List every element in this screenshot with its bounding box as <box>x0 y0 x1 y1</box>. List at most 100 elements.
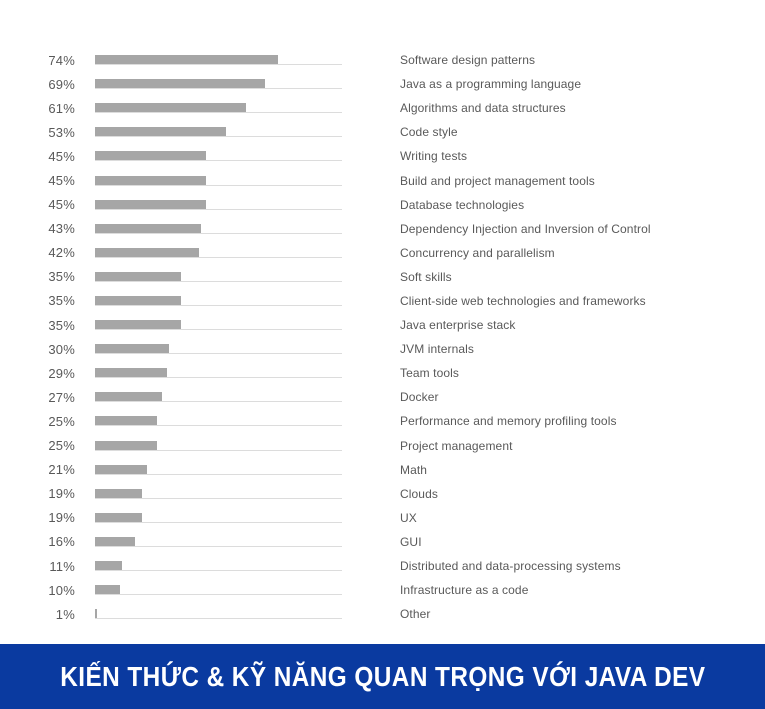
bar-track <box>95 247 342 258</box>
percent-label: 35% <box>48 317 75 333</box>
category-label: JVM internals <box>400 342 474 357</box>
category-label: Distributed and data-processing systems <box>400 559 621 574</box>
bar <box>95 127 226 137</box>
percent-label: 1% <box>55 606 75 622</box>
category-label: Soft skills <box>400 269 452 284</box>
percent-label: 10% <box>48 582 75 598</box>
chart-row: 30% JVM internals <box>0 337 765 361</box>
chart-row: 19% UX <box>0 506 765 530</box>
percent-label: 53% <box>48 124 75 140</box>
chart-row: 45% Build and project management tools <box>0 168 765 192</box>
bar <box>95 103 246 113</box>
chart-row: 25% Performance and memory profiling too… <box>0 409 765 433</box>
chart-row: 45% Writing tests <box>0 144 765 168</box>
category-label: Math <box>400 462 428 477</box>
title-banner: KIẾN THỨC & KỸ NĂNG QUAN TRỌNG VỚI JAVA … <box>0 644 765 709</box>
bar-track <box>95 55 342 66</box>
category-label: Code style <box>400 125 458 140</box>
bar <box>95 440 157 450</box>
bar <box>95 79 266 89</box>
chart-row: 35% Java enterprise stack <box>0 313 765 337</box>
bar-track <box>95 320 342 331</box>
bar-track <box>95 223 342 234</box>
percent-label: 19% <box>48 510 75 526</box>
chart-row: 21% Math <box>0 458 765 482</box>
bar-track <box>95 416 342 427</box>
chart-row: 53% Code style <box>0 120 765 144</box>
percent-label: 45% <box>48 173 75 189</box>
category-label: Dependency Injection and Inversion of Co… <box>400 221 651 236</box>
chart-row: 43% Dependency Injection and Inversion o… <box>0 217 765 241</box>
percent-label: 35% <box>48 293 75 309</box>
percent-label: 42% <box>48 245 75 261</box>
category-label: Other <box>400 607 431 622</box>
bar <box>95 416 157 426</box>
chart-row: 35% Soft skills <box>0 265 765 289</box>
category-label: Clouds <box>400 486 438 501</box>
bar-track <box>95 561 342 572</box>
bar <box>95 536 135 546</box>
percent-label: 11% <box>49 558 75 574</box>
bar <box>95 199 207 209</box>
chart-row: 25% Project management <box>0 434 765 458</box>
chart-row: 1% Other <box>0 602 765 626</box>
banner-title: KIẾN THỨC & KỸ NĂNG QUAN TRỌNG VỚI JAVA … <box>59 660 706 692</box>
bar <box>95 320 182 330</box>
chart-row: 74% Software design patterns <box>0 48 765 72</box>
bar-track <box>95 199 342 210</box>
percent-label: 30% <box>48 341 75 357</box>
bar-track <box>95 488 342 499</box>
percent-label: 16% <box>48 534 75 550</box>
percent-label: 29% <box>48 365 75 381</box>
bar-track <box>95 175 342 186</box>
percent-label: 21% <box>48 462 75 478</box>
bar-track <box>95 103 342 114</box>
bar <box>95 488 142 498</box>
category-label: Database technologies <box>400 197 525 212</box>
bar-track <box>95 127 342 138</box>
chart-row: 27% Docker <box>0 385 765 409</box>
bar <box>95 271 182 281</box>
category-label: Infrastructure as a code <box>400 583 529 598</box>
bar <box>95 175 207 185</box>
category-label: Writing tests <box>400 149 468 164</box>
bar <box>95 344 170 354</box>
category-label: GUI <box>400 534 422 549</box>
bar-track <box>95 151 342 162</box>
chart-row: 10% Infrastructure as a code <box>0 578 765 602</box>
chart-row: 69% Java as a programming language <box>0 72 765 96</box>
chart-rows: 74% Software design patterns 69% Java as… <box>0 48 765 626</box>
chart-row: 11% Distributed and data-processing syst… <box>0 554 765 578</box>
chart-row: 19% Clouds <box>0 482 765 506</box>
bar-track <box>95 79 342 90</box>
bar-chart: 74% Software design patterns 69% Java as… <box>0 48 765 626</box>
percent-label: 27% <box>48 389 75 405</box>
bar-track <box>95 464 342 475</box>
bar <box>95 151 207 161</box>
chart-row: 16% GUI <box>0 530 765 554</box>
category-label: Performance and memory profiling tools <box>400 414 617 429</box>
bar <box>95 561 123 571</box>
category-label: Algorithms and data structures <box>400 101 566 116</box>
percent-label: 35% <box>48 269 75 285</box>
category-label: Client-side web technologies and framewo… <box>400 293 646 308</box>
bar-track <box>95 585 342 596</box>
percent-label: 25% <box>48 413 75 429</box>
percent-label: 25% <box>48 438 75 454</box>
percent-label: 74% <box>48 52 75 68</box>
bar-track <box>95 440 342 451</box>
category-label: Java enterprise stack <box>400 318 516 333</box>
bar-track <box>95 609 342 620</box>
chart-row: 61% Algorithms and data structures <box>0 96 765 120</box>
bar-track <box>95 512 342 523</box>
bar <box>95 368 167 378</box>
bar <box>95 223 202 233</box>
percent-label: 19% <box>48 486 75 502</box>
bar-track <box>95 295 342 306</box>
category-label: Concurrency and parallelism <box>400 245 555 260</box>
chart-row: 29% Team tools <box>0 361 765 385</box>
bar <box>95 392 162 402</box>
bar-track <box>95 536 342 547</box>
category-label: Java as a programming language <box>400 77 582 92</box>
